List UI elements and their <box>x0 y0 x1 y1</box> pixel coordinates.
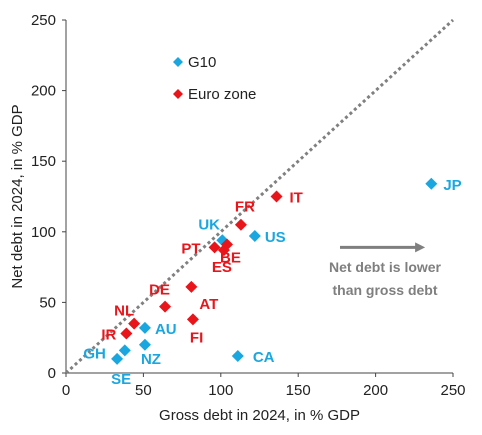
y-tick-label: 250 <box>31 12 56 29</box>
point-label-es: ES <box>212 259 232 276</box>
points-group <box>111 177 438 365</box>
point-label-at: AT <box>199 296 218 313</box>
legend-label-0: G10 <box>188 54 216 71</box>
point-label-nz: NZ <box>141 351 161 368</box>
point-label-it: IT <box>290 190 303 207</box>
x-tick-label: 200 <box>363 382 388 399</box>
point-label-se: SE <box>111 371 131 388</box>
axes: 0 50 100 150 200 250 0 50 100 150 200 250 <box>31 12 466 399</box>
point-it <box>270 190 283 203</box>
point-ir <box>120 327 133 340</box>
x-axis-title: Gross debt in 2024, in % GDP <box>159 407 360 424</box>
point-label-nl: NL <box>114 303 134 320</box>
y-tick-label: 0 <box>48 365 56 382</box>
point-label-au: AU <box>155 321 177 338</box>
y-tick-label: 150 <box>31 153 56 170</box>
point-gh <box>118 344 131 357</box>
point-label-us: US <box>265 229 286 246</box>
legend-marker-1 <box>173 89 183 99</box>
point-label-be: BE <box>220 250 241 267</box>
point-nl <box>128 317 141 330</box>
reference-line-group <box>64 18 455 375</box>
y-tick-label: 100 <box>31 224 56 241</box>
x-tick-label: 250 <box>440 382 465 399</box>
x-tick-label: 0 <box>62 382 70 399</box>
x-tick-label: 100 <box>208 382 233 399</box>
x-tick-label: 150 <box>286 382 311 399</box>
point-es <box>217 244 230 257</box>
legend-label-1: Euro zone <box>188 86 256 103</box>
point-se <box>111 352 124 365</box>
point-label-jp: JP <box>443 177 461 194</box>
point-at <box>185 280 198 293</box>
point-label-de: DE <box>149 282 170 299</box>
annotation-group: Net debt is lower than gross debt <box>329 242 442 298</box>
point-label-ca: CA <box>253 349 275 366</box>
point-au <box>138 321 151 334</box>
point-fr <box>234 218 247 231</box>
point-jp <box>425 177 438 190</box>
annotation-text-line: than gross debt <box>332 282 437 298</box>
point-nz <box>138 338 151 351</box>
reference-line <box>64 18 455 375</box>
point-label-gh: GH <box>83 345 106 362</box>
legend-marker-0 <box>173 57 183 67</box>
point-fi <box>186 313 199 326</box>
y-tick-label: 50 <box>39 294 56 311</box>
point-label-uk: UK <box>198 216 220 233</box>
point-de <box>159 300 172 313</box>
annotation-arrow-head <box>415 242 426 253</box>
point-us <box>248 230 261 243</box>
point-pt <box>208 241 221 254</box>
annotation-text-line: Net debt is lower <box>329 259 442 275</box>
x-tick-label: 50 <box>135 382 152 399</box>
point-ca <box>231 350 244 363</box>
y-tick-label: 200 <box>31 83 56 100</box>
point-label-pt: PT <box>181 240 200 257</box>
legend: G10 Euro zone <box>173 54 256 103</box>
point-label-fr: FR <box>235 199 255 216</box>
y-axis-title: Net debt in 2024, in % GDP <box>9 104 26 288</box>
point-label-ir: IR <box>101 326 116 343</box>
point-label-fi: FI <box>190 329 203 346</box>
